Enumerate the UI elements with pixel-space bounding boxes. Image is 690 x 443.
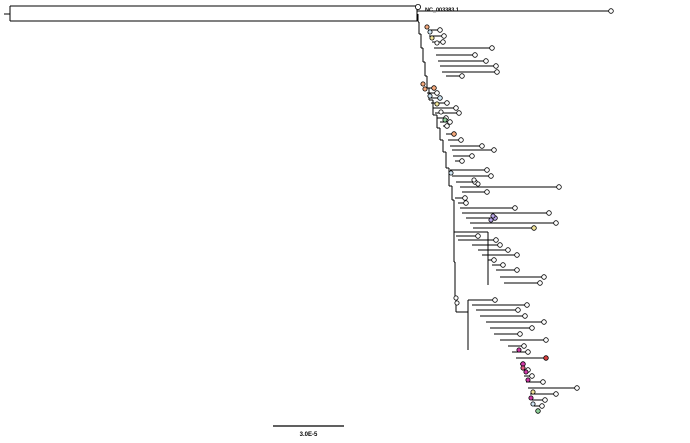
leaf-node (493, 237, 499, 243)
tree-nodes (414, 4, 614, 414)
leaf-node (608, 8, 614, 14)
internal-node (434, 101, 440, 107)
leaf-node (543, 355, 549, 361)
leaf-node (553, 220, 559, 226)
leaf-node (437, 27, 443, 33)
leaf-node (462, 195, 468, 201)
leaf-node (479, 143, 485, 149)
leaf-node (522, 313, 528, 319)
leaf-node (459, 73, 465, 79)
internal-node (438, 109, 444, 115)
leaf-node (444, 123, 450, 129)
leaf-node (441, 33, 447, 39)
internal-node (454, 300, 460, 306)
leaf-node (469, 153, 475, 159)
leaf-node (493, 63, 499, 69)
leaf-node (434, 90, 440, 96)
leaf-node (531, 225, 537, 231)
leaf-node (483, 58, 489, 64)
leaf-node (535, 408, 541, 414)
internal-node (471, 177, 477, 183)
leaf-node (494, 69, 500, 75)
leaf-node (484, 167, 490, 173)
internal-node (434, 40, 440, 46)
internal-node (490, 213, 496, 219)
internal-node (516, 347, 522, 353)
leaf-node (539, 403, 545, 409)
leaf-node (543, 337, 549, 343)
internal-node (453, 295, 459, 301)
tree-branches (4, 5, 611, 412)
leaf-node (500, 262, 506, 268)
leaf-node (556, 184, 562, 190)
leaf-node (458, 137, 464, 143)
internal-node (422, 86, 428, 92)
leaf-node (537, 280, 543, 286)
leaf-node (459, 158, 465, 164)
leaf-node (472, 52, 478, 58)
internal-node (429, 35, 435, 41)
internal-node (528, 395, 534, 401)
internal-node (530, 401, 536, 407)
leaf-node (546, 210, 552, 216)
leaf-node (525, 349, 531, 355)
root-leaf-node (414, 4, 421, 10)
internal-node (448, 170, 454, 176)
internal-node (427, 29, 433, 35)
leaf-node (515, 307, 521, 313)
leaf-node (491, 147, 497, 153)
leaf-node (540, 379, 546, 385)
leaf-node (444, 100, 450, 106)
leaf-node (492, 297, 498, 303)
leaf-node (521, 343, 527, 349)
leaf-node (553, 391, 559, 397)
leaf-node (529, 373, 535, 379)
root-leaf-label: NC_003383.1 (425, 8, 459, 14)
leaf-node (463, 200, 469, 206)
internal-node (427, 93, 433, 99)
leaf-node (488, 173, 494, 179)
leaf-node (451, 131, 457, 137)
internal-node (424, 24, 430, 30)
leaf-node (514, 267, 520, 273)
leaf-node (489, 45, 495, 51)
leaf-node (517, 331, 523, 337)
internal-node (488, 217, 494, 223)
leaf-node (475, 233, 481, 239)
internal-node (523, 369, 529, 375)
leaf-node (456, 110, 462, 116)
internal-node (475, 181, 481, 187)
leaf-node (514, 252, 520, 258)
internal-node (420, 81, 426, 87)
leaf-node (524, 302, 530, 308)
internal-node (520, 365, 526, 371)
scale-bar-label: 3.0E-5 (300, 432, 318, 438)
leaf-node (542, 397, 548, 403)
leaf-node (541, 319, 547, 325)
leaf-node (505, 247, 511, 253)
leaf-node (484, 189, 490, 195)
leaf-node (529, 325, 535, 331)
leaf-node (437, 95, 443, 101)
leaf-node (541, 274, 547, 280)
leaf-node (491, 257, 497, 263)
internal-node (442, 117, 448, 123)
leaf-node (440, 39, 446, 45)
leaf-node (453, 105, 459, 111)
internal-node (525, 377, 531, 383)
leaf-node (574, 385, 580, 391)
leaf-node (497, 242, 503, 248)
leaf-node (512, 205, 518, 211)
internal-node (530, 389, 536, 395)
leaf-node (447, 119, 453, 125)
leaf-node (431, 85, 437, 91)
